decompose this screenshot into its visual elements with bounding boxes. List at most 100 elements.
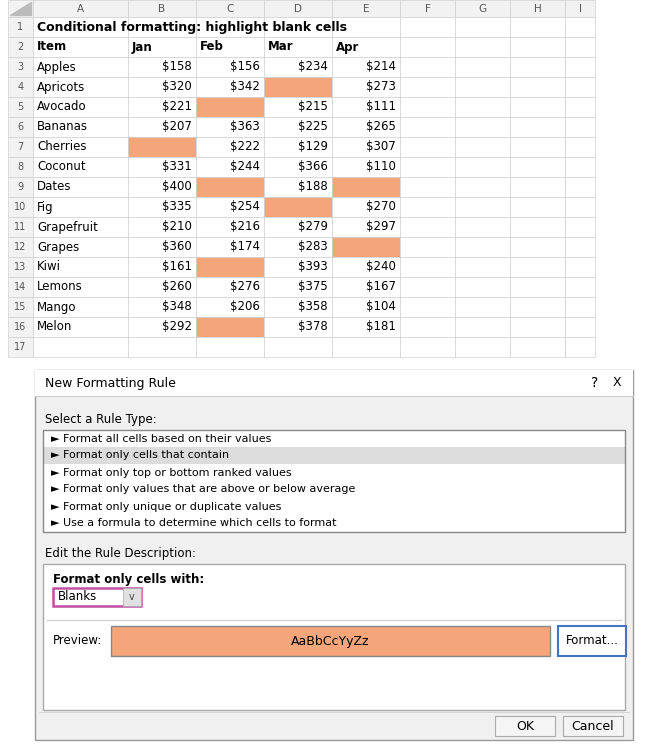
Text: $292: $292 [162,321,192,333]
Bar [264,337,332,357]
Bar [264,37,332,57]
Text: 15: 15 [14,302,27,312]
Bar [510,337,565,357]
Bar [455,297,510,317]
Bar [565,0,595,17]
Text: $279: $279 [298,221,328,233]
Bar [400,277,455,297]
Bar [33,197,128,217]
Text: $363: $363 [230,121,260,134]
Bar [264,57,332,77]
Bar [565,197,595,217]
Bar [264,197,332,217]
Bar [565,337,595,357]
Bar [128,77,196,97]
Bar [455,317,510,337]
Bar [455,57,510,77]
Text: $161: $161 [162,260,192,274]
Bar [8,137,33,157]
Bar [400,137,455,157]
Text: 1: 1 [17,22,23,32]
Bar [510,197,565,217]
Text: $260: $260 [162,280,192,293]
Bar [8,117,33,137]
Text: H: H [533,4,541,13]
Bar [400,17,455,37]
Bar [510,37,565,57]
Bar [8,17,33,37]
Bar [33,17,128,37]
Text: Avocado: Avocado [37,101,87,113]
Bar [33,77,128,97]
Text: ► Format only top or bottom ranked values: ► Format only top or bottom ranked value… [51,468,292,477]
Text: 3: 3 [17,62,23,72]
Text: $188: $188 [298,181,328,193]
Bar [33,257,128,277]
Text: Item: Item [37,40,67,54]
Bar [264,277,332,297]
Bar [510,277,565,297]
Bar [196,317,264,337]
Text: $400: $400 [162,181,192,193]
Bar [43,464,625,481]
Bar [8,57,33,77]
Bar [196,337,264,357]
Bar [332,237,400,257]
Bar [455,337,510,357]
Bar [400,37,455,57]
Bar [510,177,565,197]
Text: G: G [478,4,486,13]
Bar [264,117,332,137]
Bar [332,217,400,237]
Bar [332,297,400,317]
Text: $206: $206 [230,301,260,313]
Text: Apr: Apr [336,40,360,54]
Text: $234: $234 [298,60,328,74]
Text: 14: 14 [14,282,27,292]
Bar [43,481,625,498]
Bar [565,157,595,177]
Bar [510,97,565,117]
Bar [111,626,550,656]
Text: 16: 16 [14,322,27,332]
Text: Kiwi: Kiwi [37,260,61,274]
Bar [8,97,33,117]
Bar [43,447,625,464]
Bar [33,137,128,157]
Bar [128,97,196,117]
Text: New Formatting Rule: New Formatting Rule [45,377,176,389]
Bar [510,217,565,237]
Bar [455,277,510,297]
Bar [332,57,400,77]
Bar [8,77,33,97]
Bar [264,297,332,317]
Bar [264,237,332,257]
Bar [196,297,264,317]
Text: Edit the Rule Description:: Edit the Rule Description: [45,547,196,560]
Bar [128,0,196,17]
Text: E: E [363,4,369,13]
Bar [33,97,128,117]
Bar [455,237,510,257]
Bar [558,626,626,656]
Bar [8,0,33,17]
Bar [33,37,128,57]
Bar [33,217,128,237]
Text: OK: OK [516,719,534,733]
Bar [400,77,455,97]
Text: Fig: Fig [37,201,54,213]
Bar [33,297,128,317]
Bar [332,97,400,117]
Bar [565,57,595,77]
Bar [128,257,196,277]
Bar [33,57,128,77]
Text: $358: $358 [299,301,328,313]
Text: Apricots: Apricots [37,81,85,93]
Bar [33,117,128,137]
Bar [196,37,264,57]
Bar [332,177,400,197]
Text: Mango: Mango [37,301,76,313]
Bar [565,257,595,277]
Text: $215: $215 [298,101,328,113]
Bar [33,157,128,177]
